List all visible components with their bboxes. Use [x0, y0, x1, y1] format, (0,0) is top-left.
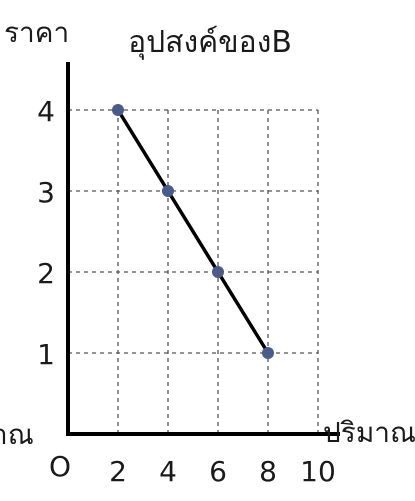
- y-tick-label: 1: [37, 338, 55, 371]
- y-tick-label: 4: [37, 95, 55, 128]
- data-point: [212, 266, 224, 278]
- demand-line: [116, 108, 270, 355]
- y-axis-title: ราคา: [4, 16, 69, 49]
- data-point: [162, 185, 174, 197]
- data-point: [262, 347, 274, 359]
- chart-title: อุปสงค์ของB: [128, 25, 292, 61]
- axes-layer: [66, 62, 340, 436]
- y-tick-label: 3: [37, 176, 55, 209]
- x-axis-title: ปริมาณ: [323, 416, 415, 449]
- cut-off-axis-text: าณ: [0, 418, 34, 451]
- x-tick-label: 4: [159, 455, 177, 488]
- y-tick-label: 2: [37, 257, 55, 290]
- x-tick-label: 8: [259, 455, 277, 488]
- x-tick-label: 6: [209, 455, 227, 488]
- origin-label: O: [49, 450, 71, 483]
- x-tick-label: 10: [300, 455, 336, 488]
- series-layer: [112, 104, 274, 359]
- data-point: [112, 104, 124, 116]
- grid-layer: [68, 109, 319, 434]
- x-tick-label: 2: [109, 455, 127, 488]
